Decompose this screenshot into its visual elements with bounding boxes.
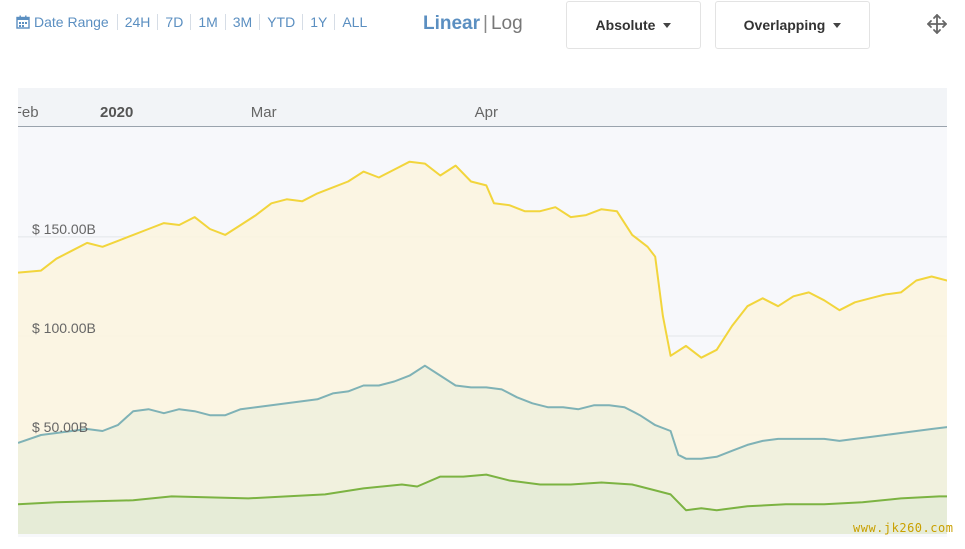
range-button-7d[interactable]: 7D bbox=[157, 14, 190, 30]
x-axis-band bbox=[18, 88, 947, 126]
chevron-down-icon bbox=[833, 22, 842, 28]
x-tick-label: Apr bbox=[475, 104, 498, 121]
range-button-3m[interactable]: 3M bbox=[224, 14, 259, 30]
x-tick-label: Feb bbox=[18, 104, 39, 121]
move-arrows-icon[interactable] bbox=[926, 13, 948, 35]
y-tick-label: $ 50.00B bbox=[32, 419, 88, 435]
stack-dropdown[interactable]: Overlapping bbox=[715, 1, 870, 49]
range-button-24h[interactable]: 24H bbox=[116, 14, 158, 30]
range-button-ytd[interactable]: YTD bbox=[259, 14, 302, 30]
mode-dropdown-label: Absolute bbox=[595, 17, 656, 33]
chart-toolbar: Date Range 24H 7D 1M 3M YTD 1Y ALL Linea… bbox=[0, 0, 965, 50]
watermark: www.jk260.com bbox=[853, 521, 954, 535]
mode-dropdown[interactable]: Absolute bbox=[566, 1, 701, 49]
area-chart-svg: $ 150.00B $ 100.00B $ 50.00B 2020 Feb Mar Apr bbox=[18, 88, 947, 537]
y-tick-label: $ 150.00B bbox=[32, 221, 96, 237]
x-tick-label: 2020 bbox=[100, 104, 133, 121]
series-line-1 bbox=[18, 160, 947, 359]
calendar-icon bbox=[16, 15, 30, 29]
series-area-2 bbox=[18, 365, 947, 534]
range-button-1m[interactable]: 1M bbox=[190, 14, 224, 30]
market-cap-chart: $ 150.00B $ 100.00B $ 50.00B 2020 Feb Mar Apr bbox=[18, 88, 947, 537]
scale-linear-button[interactable]: Linear bbox=[423, 13, 481, 34]
series-area-3 bbox=[18, 474, 947, 534]
date-range-group: Date Range 24H 7D 1M 3M YTD 1Y ALL bbox=[16, 14, 374, 30]
scale-toggle: Linear | Log bbox=[423, 13, 523, 35]
scale-separator: | bbox=[483, 13, 488, 34]
scale-log-button[interactable]: Log bbox=[490, 13, 523, 34]
series-line-2 bbox=[18, 364, 947, 460]
date-range-label[interactable]: Date Range bbox=[34, 14, 109, 30]
stack-dropdown-label: Overlapping bbox=[743, 17, 826, 33]
range-button-1y[interactable]: 1Y bbox=[302, 14, 334, 30]
y-tick-label: $ 100.00B bbox=[32, 320, 96, 336]
series-line-3 bbox=[18, 473, 947, 512]
x-tick-label: Mar bbox=[251, 104, 277, 121]
range-button-all[interactable]: ALL bbox=[334, 14, 374, 30]
chevron-down-icon bbox=[663, 22, 672, 28]
